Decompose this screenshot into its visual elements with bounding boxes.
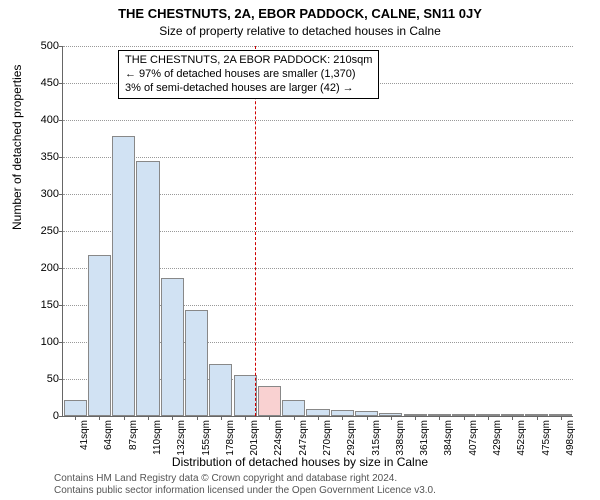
y-tick-label: 100	[29, 336, 59, 348]
y-tick-mark	[59, 83, 63, 84]
footer-attribution: Contains HM Land Registry data © Crown c…	[54, 473, 436, 497]
y-axis-label: Number of detached properties	[10, 65, 24, 230]
x-tick-label: 475sqm	[541, 420, 552, 456]
x-tick-label: 155sqm	[201, 420, 212, 456]
x-tick-label: 361sqm	[419, 420, 430, 456]
x-tick-mark	[464, 416, 465, 420]
x-tick-mark	[124, 416, 125, 420]
x-tick-label: 429sqm	[492, 420, 503, 456]
y-tick-label: 400	[29, 114, 59, 126]
footer-line-2: Contains public sector information licen…	[54, 485, 436, 497]
x-tick-mark	[148, 416, 149, 420]
bar	[282, 400, 305, 416]
bar	[185, 310, 208, 416]
y-tick-label: 250	[29, 225, 59, 237]
x-tick-mark	[269, 416, 270, 420]
y-tick-mark	[59, 194, 63, 195]
x-tick-mark	[488, 416, 489, 420]
bar	[306, 409, 329, 416]
annotation-line: 3% of semi-detached houses are larger (4…	[125, 82, 372, 96]
x-tick-label: 110sqm	[152, 420, 163, 455]
plot-area: 05010015020025030035040045050041sqm64sqm…	[62, 46, 573, 417]
bar	[234, 375, 257, 416]
chart-container: THE CHESTNUTS, 2A, EBOR PADDOCK, CALNE, …	[0, 0, 600, 500]
x-tick-label: 452sqm	[516, 420, 527, 456]
x-tick-mark	[294, 416, 295, 420]
x-tick-mark	[75, 416, 76, 420]
x-tick-label: 178sqm	[225, 420, 236, 456]
x-tick-label: 224sqm	[273, 420, 284, 456]
x-tick-label: 132sqm	[176, 420, 187, 456]
x-tick-label: 270sqm	[322, 420, 333, 456]
y-tick-label: 500	[29, 40, 59, 52]
chart-title: THE CHESTNUTS, 2A, EBOR PADDOCK, CALNE, …	[0, 6, 600, 21]
bar	[161, 278, 184, 416]
y-tick-mark	[59, 157, 63, 158]
x-tick-label: 247sqm	[298, 420, 309, 456]
bar	[258, 386, 281, 416]
gridline	[63, 46, 573, 47]
x-tick-mark	[99, 416, 100, 420]
x-tick-mark	[197, 416, 198, 420]
x-tick-mark	[318, 416, 319, 420]
y-tick-mark	[59, 268, 63, 269]
y-tick-mark	[59, 305, 63, 306]
bar	[88, 255, 111, 416]
x-tick-mark	[439, 416, 440, 420]
x-tick-mark	[342, 416, 343, 420]
x-tick-label: 41sqm	[79, 420, 90, 450]
y-tick-label: 450	[29, 77, 59, 89]
y-tick-mark	[59, 120, 63, 121]
x-tick-label: 338sqm	[395, 420, 406, 456]
y-tick-mark	[59, 416, 63, 417]
bar	[209, 364, 232, 416]
gridline	[63, 157, 573, 158]
x-tick-mark	[391, 416, 392, 420]
x-tick-mark	[245, 416, 246, 420]
chart-subtitle: Size of property relative to detached ho…	[0, 24, 600, 38]
y-tick-mark	[59, 342, 63, 343]
annotation-line: THE CHESTNUTS, 2A EBOR PADDOCK: 210sqm	[125, 54, 372, 68]
y-tick-label: 200	[29, 262, 59, 274]
x-tick-mark	[367, 416, 368, 420]
x-tick-label: 315sqm	[371, 420, 382, 456]
annotation-line: ← 97% of detached houses are smaller (1,…	[125, 68, 372, 82]
x-tick-mark	[537, 416, 538, 420]
x-tick-mark	[561, 416, 562, 420]
x-tick-mark	[415, 416, 416, 420]
annotation-box: THE CHESTNUTS, 2A EBOR PADDOCK: 210sqm← …	[118, 50, 379, 99]
x-tick-label: 407sqm	[468, 420, 479, 456]
x-tick-label: 292sqm	[346, 420, 357, 456]
gridline	[63, 120, 573, 121]
x-tick-label: 384sqm	[443, 420, 454, 456]
y-tick-mark	[59, 231, 63, 232]
x-tick-label: 498sqm	[565, 420, 576, 456]
x-tick-mark	[172, 416, 173, 420]
bar	[64, 400, 87, 416]
bar	[136, 161, 159, 416]
x-tick-mark	[221, 416, 222, 420]
y-tick-label: 300	[29, 188, 59, 200]
y-tick-label: 50	[29, 373, 59, 385]
y-tick-label: 150	[29, 299, 59, 311]
y-tick-label: 0	[29, 410, 59, 422]
footer-line-1: Contains HM Land Registry data © Crown c…	[54, 473, 436, 485]
x-tick-label: 64sqm	[103, 420, 114, 450]
bar	[112, 136, 135, 416]
x-tick-label: 87sqm	[128, 420, 139, 450]
y-tick-mark	[59, 379, 63, 380]
x-axis-label: Distribution of detached houses by size …	[0, 455, 600, 469]
y-tick-label: 350	[29, 151, 59, 163]
y-tick-mark	[59, 46, 63, 47]
x-tick-label: 201sqm	[249, 420, 260, 456]
reference-line	[255, 46, 256, 416]
x-tick-mark	[512, 416, 513, 420]
